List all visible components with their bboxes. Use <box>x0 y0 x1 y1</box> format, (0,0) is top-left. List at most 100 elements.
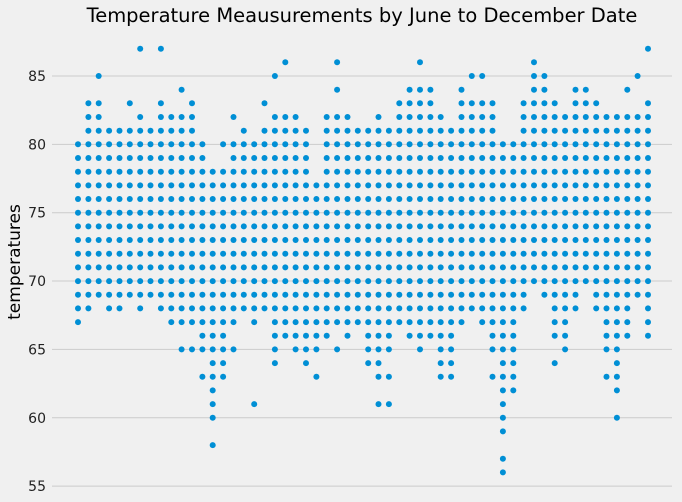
data-point <box>168 250 175 257</box>
data-point <box>572 114 579 120</box>
data-point <box>199 250 206 257</box>
data-point <box>562 196 569 202</box>
data-point <box>593 168 600 175</box>
data-point <box>251 168 258 175</box>
data-point <box>572 168 579 175</box>
data-point <box>344 196 351 202</box>
data-point <box>230 141 237 148</box>
data-point <box>562 332 569 339</box>
data-point <box>303 223 309 230</box>
data-point <box>292 319 299 326</box>
data-point <box>468 114 475 120</box>
data-point <box>562 127 569 134</box>
data-point <box>271 291 278 298</box>
data-point <box>303 168 309 175</box>
data-point <box>468 237 475 243</box>
data-point <box>303 360 309 367</box>
data-point <box>334 86 341 93</box>
data-point <box>479 305 486 312</box>
data-point <box>427 86 434 93</box>
data-point <box>603 114 610 120</box>
data-point <box>95 291 102 298</box>
data-point <box>354 264 361 271</box>
data-point <box>230 264 237 271</box>
data-point <box>448 155 455 161</box>
data-point <box>562 291 569 298</box>
data-point <box>634 127 641 134</box>
data-point <box>406 114 413 120</box>
data-point <box>562 141 569 148</box>
data-point <box>437 223 444 230</box>
data-point <box>396 278 403 285</box>
data-point <box>551 114 558 120</box>
data-point <box>437 346 444 353</box>
data-point <box>593 182 600 189</box>
data-point <box>375 250 382 257</box>
data-point <box>334 168 341 175</box>
data-point <box>292 168 299 175</box>
data-point <box>572 86 579 93</box>
data-point <box>437 141 444 148</box>
data-point <box>406 319 413 326</box>
data-point <box>147 264 154 271</box>
data-point <box>510 387 517 394</box>
data-point <box>468 250 475 257</box>
data-point <box>147 168 154 175</box>
data-point <box>292 237 299 243</box>
data-point <box>603 332 610 339</box>
data-point <box>613 168 620 175</box>
data-point <box>147 278 154 285</box>
data-point <box>613 264 620 271</box>
data-point <box>209 196 216 202</box>
data-point <box>458 86 465 93</box>
data-point <box>95 278 102 285</box>
data-point <box>437 168 444 175</box>
data-point <box>634 250 641 257</box>
data-point <box>593 250 600 257</box>
data-point <box>437 264 444 271</box>
data-point <box>292 291 299 298</box>
data-point <box>562 182 569 189</box>
data-point <box>137 305 144 312</box>
data-point <box>499 209 506 216</box>
data-point <box>261 196 268 202</box>
data-point <box>624 223 631 230</box>
data-point <box>541 223 548 230</box>
data-point <box>613 414 620 421</box>
data-point <box>593 291 600 298</box>
data-point <box>365 291 372 298</box>
data-point <box>613 196 620 202</box>
data-point <box>323 155 330 161</box>
data-point <box>375 196 382 202</box>
data-point <box>303 264 309 271</box>
data-point <box>334 278 341 285</box>
data-point <box>613 237 620 243</box>
data-point <box>147 196 154 202</box>
data-point <box>645 100 651 107</box>
data-point <box>499 360 506 367</box>
data-point <box>271 360 278 367</box>
data-point <box>240 155 247 161</box>
data-point <box>624 305 631 312</box>
data-point <box>240 291 247 298</box>
data-point <box>385 196 392 202</box>
data-point <box>593 127 600 134</box>
data-point <box>251 141 258 148</box>
data-point <box>189 278 195 285</box>
data-point <box>645 209 651 216</box>
data-point <box>396 127 403 134</box>
y-tick-label: 70 <box>28 274 46 290</box>
data-point <box>437 373 444 380</box>
data-point <box>220 196 227 202</box>
data-point <box>489 114 496 120</box>
data-point <box>448 141 455 148</box>
data-point <box>458 168 465 175</box>
data-point <box>448 305 455 312</box>
data-point <box>365 168 372 175</box>
data-point <box>499 264 506 271</box>
data-point <box>240 250 247 257</box>
data-point <box>417 86 423 93</box>
data-point <box>344 278 351 285</box>
data-point <box>251 209 258 216</box>
data-point <box>75 182 81 189</box>
